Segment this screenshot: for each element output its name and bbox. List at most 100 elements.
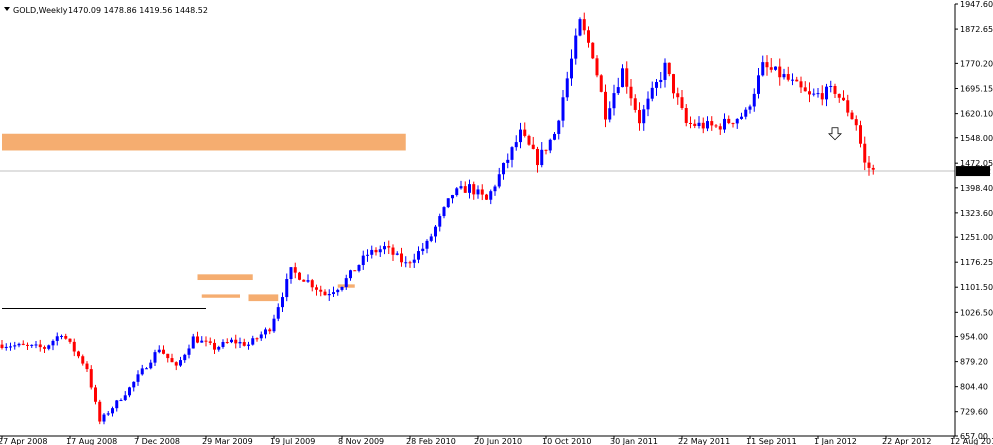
zone-2: [201, 294, 240, 298]
bull-candle: [468, 184, 471, 193]
bear-candle: [400, 253, 403, 263]
bear-candle: [298, 272, 301, 280]
bull-candle: [706, 121, 709, 129]
bull-candle: [442, 207, 446, 217]
bear-candle: [225, 342, 229, 344]
bear-candle: [268, 329, 272, 332]
support-resistance-zones: [2, 133, 406, 302]
bear-candle: [242, 342, 246, 346]
bear-candle: [799, 81, 803, 88]
bull-candle: [179, 360, 182, 366]
axes: [0, 3, 958, 439]
bull-candle: [361, 255, 365, 266]
bull-candle: [132, 381, 136, 388]
bear-candle: [89, 369, 93, 388]
bear-candle: [778, 66, 782, 78]
bear-candle: [689, 122, 692, 124]
bull-candle: [276, 307, 280, 319]
x-tick-label: 10 Oct 2010: [542, 437, 591, 445]
bear-candle: [319, 289, 323, 292]
bear-candle: [77, 351, 80, 357]
bull-candle: [548, 139, 552, 151]
bear-candle: [480, 189, 484, 195]
bear-candle: [667, 62, 671, 75]
bear-candle: [850, 112, 854, 120]
bear-candle: [387, 246, 391, 248]
bear-candle: [846, 100, 850, 113]
bull-candle: [540, 149, 544, 166]
y-tick-label: 1872.65: [960, 25, 993, 34]
bull-candle: [744, 109, 748, 117]
candles: [0, 12, 875, 425]
bull-candle: [285, 279, 289, 298]
bull-candle: [757, 75, 760, 94]
bear-candle: [731, 123, 735, 125]
bull-candle: [557, 120, 561, 134]
bear-candle: [162, 349, 165, 354]
bull-candle: [336, 289, 340, 293]
bull-candle: [153, 352, 157, 363]
bear-candle: [527, 135, 531, 145]
bear-candle: [26, 344, 29, 346]
bear-candle: [625, 68, 629, 87]
x-tick-label: 29 Mar 2009: [202, 437, 253, 445]
bull-candle: [565, 78, 569, 98]
bull-candle: [272, 318, 276, 332]
chart-header: GOLD,Weekly 1470.09 1478.86 1419.56 1448…: [4, 6, 208, 15]
bear-candle: [293, 267, 297, 273]
bull-candle: [34, 344, 38, 346]
bear-candle: [544, 149, 548, 151]
bear-candle: [842, 97, 845, 101]
annotation-lines: [0, 127, 955, 309]
bull-candle: [642, 109, 646, 124]
bull-candle: [404, 262, 408, 264]
bear-candle: [170, 358, 174, 363]
bull-candle: [510, 147, 514, 160]
bull-candle: [570, 58, 573, 79]
bear-candle: [837, 93, 841, 98]
bear-candle: [85, 363, 89, 370]
bear-candle: [587, 30, 590, 43]
bull-candle: [650, 87, 654, 99]
symbol-label: GOLD,Weekly: [13, 6, 68, 15]
bear-candle: [769, 67, 773, 70]
y-tick-label: 729.60: [960, 408, 988, 417]
bull-candle: [157, 349, 161, 353]
bull-candle: [723, 118, 726, 130]
bull-candle: [578, 19, 582, 36]
bull-candle: [655, 82, 658, 88]
bull-candle: [17, 343, 21, 346]
bull-candle: [774, 66, 777, 70]
bull-candle: [455, 188, 459, 196]
y-tick-label: 657.00: [960, 432, 988, 441]
bear-candle: [213, 342, 216, 350]
bull-candle: [4, 346, 8, 348]
bull-candle: [289, 267, 293, 280]
bear-candle: [786, 74, 790, 80]
bull-candle: [145, 368, 148, 370]
bear-candle: [72, 341, 76, 352]
bear-candle: [43, 347, 46, 349]
bull-candle: [187, 348, 191, 355]
bear-candle: [714, 125, 718, 127]
bull-candle: [51, 340, 55, 346]
bull-candle: [383, 246, 386, 250]
y-tick-label: 954.00: [960, 333, 988, 342]
bear-candle: [718, 126, 722, 130]
bear-candle: [315, 287, 318, 290]
bear-candle: [21, 343, 25, 345]
bull-candle: [47, 345, 51, 349]
bull-candle: [752, 93, 756, 107]
bull-candle: [183, 354, 187, 361]
x-tick-label: 22 Apr 2012: [882, 437, 931, 445]
bull-candle: [327, 294, 331, 296]
bear-candle: [302, 279, 306, 282]
bear-candle: [803, 87, 807, 92]
bear-candle: [833, 85, 837, 94]
bear-candle: [234, 339, 238, 344]
dropdown-triangle-icon[interactable]: [4, 7, 10, 11]
bull-candle: [493, 186, 497, 192]
bull-candle: [506, 159, 510, 163]
